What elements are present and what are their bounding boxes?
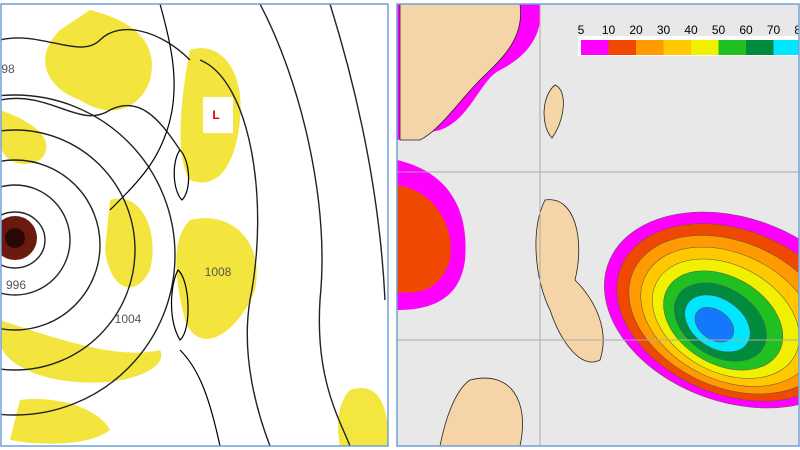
contour-label: 996 — [6, 278, 26, 292]
legend-swatch — [691, 40, 719, 55]
right-frame — [396, 3, 800, 447]
legend-tick: 50 — [712, 23, 726, 37]
contour-label: 1004 — [115, 312, 142, 326]
legend-swatch — [608, 40, 636, 55]
legend-swatch — [663, 40, 691, 55]
legend-swatch — [636, 40, 664, 55]
shading — [397, 185, 451, 293]
right-map: 5 10 20 30 40 50 60 70 80 — [397, 4, 800, 446]
contour-label: 98 — [1, 62, 15, 76]
legend-tick: 10 — [602, 23, 616, 37]
left-frame — [0, 3, 389, 447]
ring — [694, 307, 735, 343]
low-box — [203, 97, 233, 133]
legend-swatch — [581, 40, 609, 55]
contour-label: 1008 — [205, 265, 232, 279]
legend-swatch — [773, 40, 799, 55]
land — [399, 4, 604, 446]
legend-tick: 5 — [578, 23, 585, 37]
legend-swatch — [746, 40, 774, 55]
legend-swatch — [718, 40, 746, 55]
cyclone-eye — [5, 228, 25, 248]
legend-tick: 60 — [739, 23, 753, 37]
legend-tick: 30 — [657, 23, 671, 37]
coastline — [109, 4, 221, 446]
typhoon-rings — [604, 211, 799, 409]
isobars — [1, 4, 386, 446]
legend-tick: 80 — [794, 23, 800, 37]
contour-label: L — [212, 108, 219, 122]
legend: 5 10 20 30 40 50 60 70 80 — [578, 23, 800, 55]
legend-tick: 20 — [629, 23, 643, 37]
legend-tick: 70 — [767, 23, 781, 37]
left-map — [1, 4, 388, 446]
contour-labels: 98 L 996 1004 1008 — [1, 62, 231, 326]
legend-tick: 40 — [684, 23, 698, 37]
